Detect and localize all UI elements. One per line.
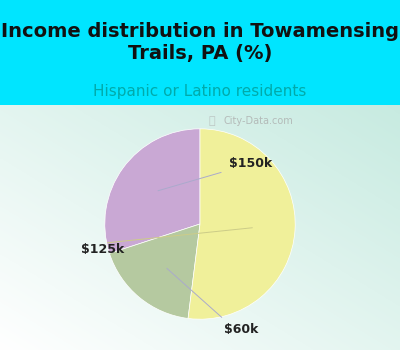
Text: City-Data.com: City-Data.com [224,116,294,126]
Wedge shape [110,224,200,318]
Text: ⓘ: ⓘ [208,116,215,126]
Text: $150k: $150k [228,157,272,170]
Text: Hispanic or Latino residents: Hispanic or Latino residents [93,84,307,99]
Wedge shape [188,129,295,319]
Text: $125k: $125k [81,243,124,256]
Text: Income distribution in Towamensing
Trails, PA (%): Income distribution in Towamensing Trail… [1,22,399,63]
Wedge shape [105,129,200,253]
Text: $60k: $60k [224,323,258,336]
